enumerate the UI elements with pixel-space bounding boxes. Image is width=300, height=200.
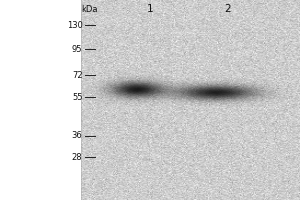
Text: 1: 1 bbox=[147, 4, 153, 14]
Text: kDa: kDa bbox=[82, 4, 98, 14]
Text: 130: 130 bbox=[67, 21, 82, 29]
Text: 95: 95 bbox=[72, 45, 83, 53]
Text: 36: 36 bbox=[72, 132, 83, 140]
Text: 28: 28 bbox=[72, 152, 83, 162]
Text: 72: 72 bbox=[72, 71, 83, 79]
Bar bbox=[0, 0, 81, 200]
Text: 55: 55 bbox=[72, 92, 83, 102]
Text: 2: 2 bbox=[225, 4, 231, 14]
